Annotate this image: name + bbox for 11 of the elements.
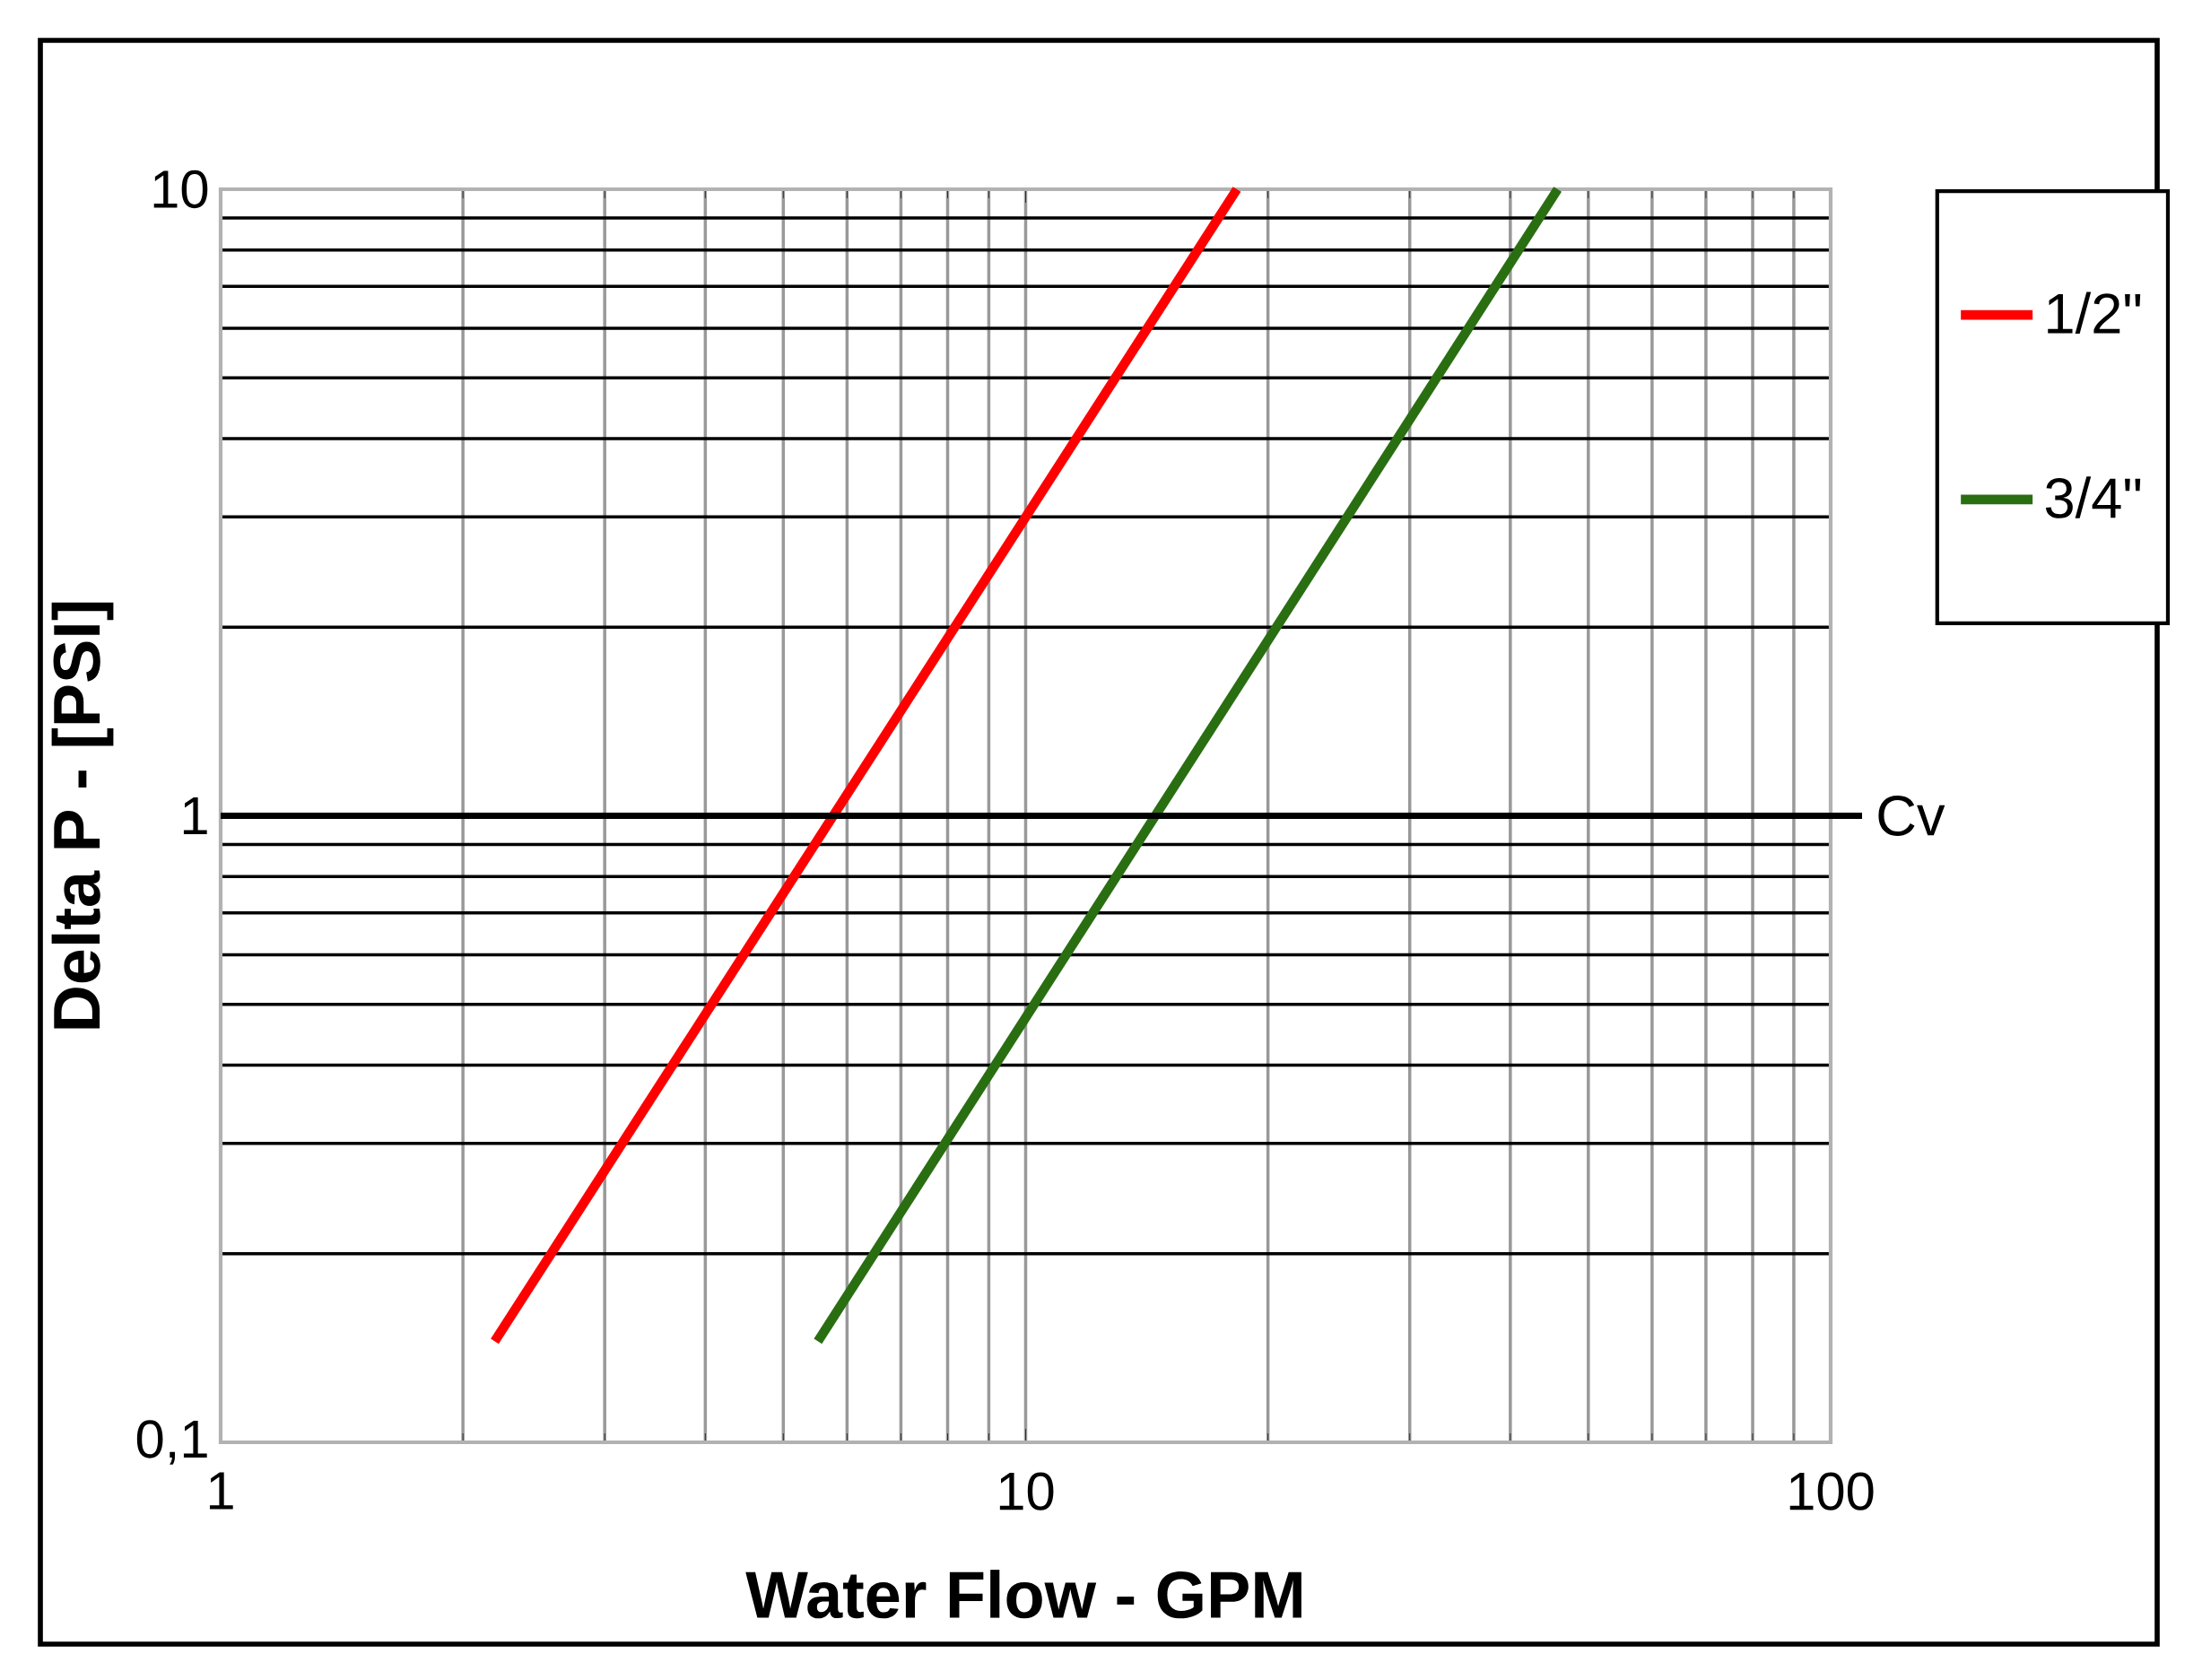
y-tick-label: 0,1 <box>136 1420 207 1465</box>
legend-label: 1/2" <box>2048 292 2141 335</box>
y-tick-label: 10 <box>153 170 208 209</box>
x-tick-label: 1 <box>209 1472 233 1510</box>
y-tick-label: 1 <box>183 796 207 835</box>
legend-label: 3/4" <box>2045 476 2141 518</box>
x-tick-label: 100 <box>1789 1472 1874 1510</box>
x-axis-title: Water Flow - GPM <box>745 1570 1301 1619</box>
y-axis-title: Delta P - [PSI] <box>51 602 114 1029</box>
x-tick-label: 10 <box>999 1472 1054 1510</box>
ref-line-label: Cv <box>1878 796 1945 836</box>
